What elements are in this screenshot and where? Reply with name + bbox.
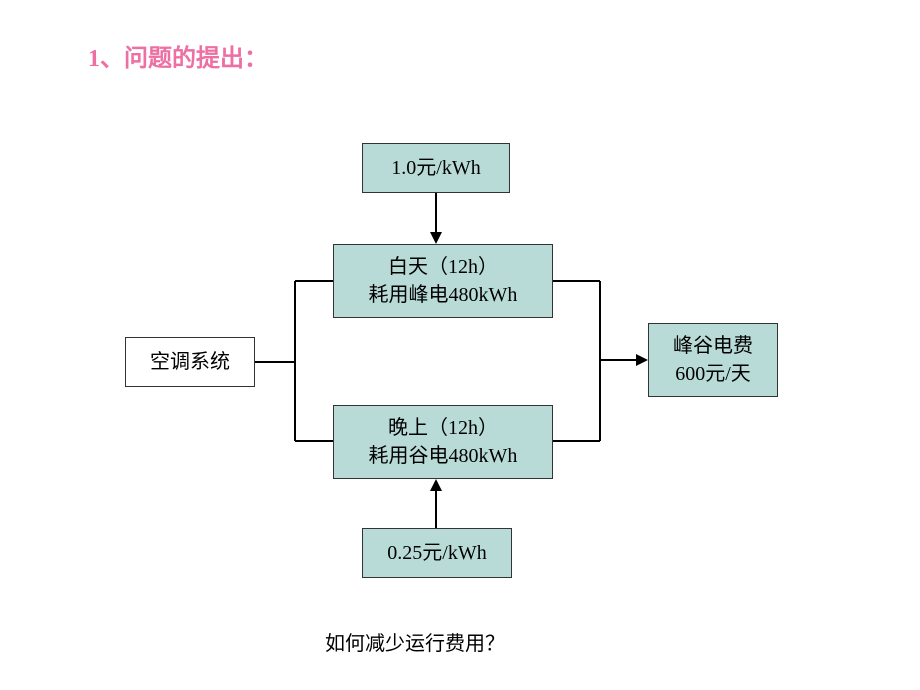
question-text: 如何减少运行费用？ [325, 627, 505, 656]
box-top-rate-text: 1.0元/kWh [391, 154, 480, 182]
box-night: 晚上（12h） 耗用谷电480kWh [333, 405, 553, 479]
box-night-line1: 晚上（12h） [388, 414, 498, 442]
box-night-line2: 耗用谷电480kWh [369, 442, 518, 470]
box-left-system-text: 空调系统 [150, 348, 230, 376]
box-day: 白天（12h） 耗用峰电480kWh [333, 244, 553, 318]
box-right-cost: 峰谷电费 600元/天 [648, 323, 778, 397]
box-left-system: 空调系统 [125, 337, 255, 387]
section-title-text: 1、问题的提出： [88, 46, 268, 72]
box-day-line1: 白天（12h） [388, 253, 498, 281]
box-right-cost-line2: 600元/天 [675, 360, 751, 388]
section-title: 1、问题的提出： [88, 38, 268, 73]
box-bottom-rate-text: 0.25元/kWh [387, 539, 486, 567]
question-text-content: 如何减少运行费用？ [325, 633, 505, 655]
box-top-rate: 1.0元/kWh [362, 143, 510, 193]
box-day-line2: 耗用峰电480kWh [369, 281, 518, 309]
box-bottom-rate: 0.25元/kWh [362, 528, 512, 578]
box-right-cost-line1: 峰谷电费 [673, 332, 753, 360]
